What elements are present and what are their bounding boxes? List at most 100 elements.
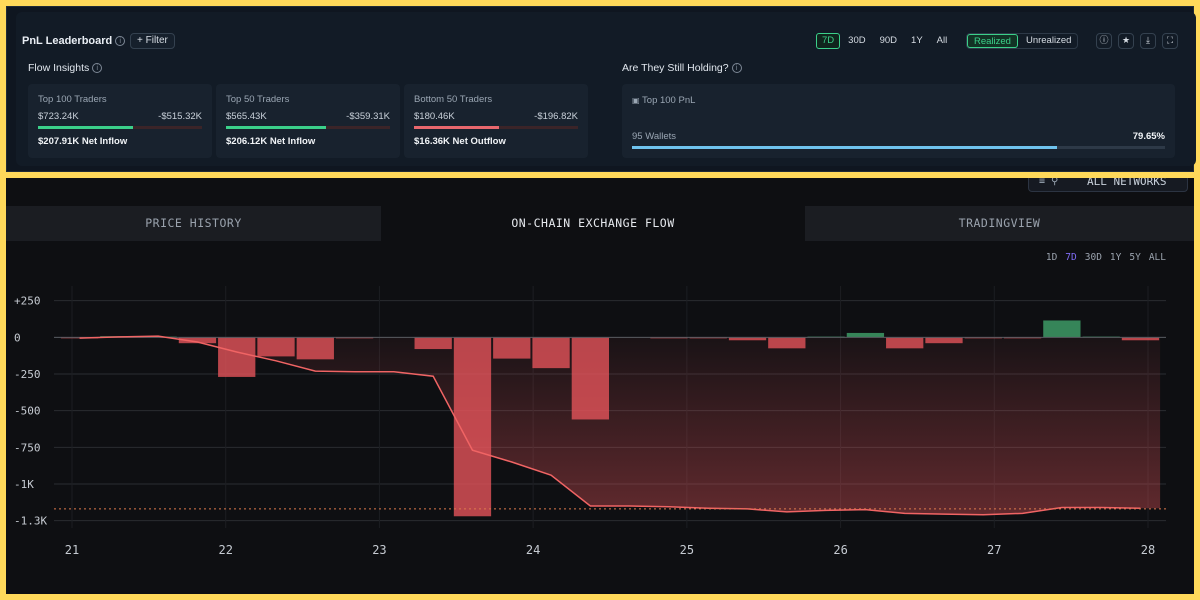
fullscreen-icon[interactable]: ⛶ [1162,33,1178,49]
exchange-flow-panel: ≡ ⚲ ALL NETWORKS PRICE HISTORY ON-CHAIN E… [6,178,1194,594]
filter-icon: ≡ ⚲ [1039,178,1059,187]
flow-bar [925,337,963,344]
x-tick-label: 27 [987,543,1001,557]
trader-card: Top 100 Traders $723.24K -$515.32K $207.91K… [28,84,212,158]
timeframe-button-1y[interactable]: 1Y [1109,252,1122,263]
wallet-icon: ▣ [632,96,640,105]
cumulative-line [79,335,1141,516]
timeframe-button-30d[interactable]: 30D [1084,252,1102,263]
info-icon[interactable]: ⓘ [1096,33,1112,49]
trader-card-bar-fill [414,126,500,129]
star-icon[interactable]: ★ [1118,33,1134,49]
trader-card-bar-fill [226,126,327,129]
flow-bar [886,337,924,349]
download-icon[interactable]: ⤓ [1140,33,1156,49]
mode-button-realized[interactable]: Realized [967,34,1018,48]
trader-card-title: Bottom 50 Traders [414,94,493,105]
holding-card-title-text: Top 100 PnL [642,95,696,106]
trader-card-bar [414,126,578,129]
trader-card-inflow: $565.43K [226,111,267,122]
exchange-flow-chart: +250 0 -250 -500 -750 -1K -1.3K 21 22 23 24 25 26 27 2… [14,286,1166,557]
flow-bar [768,337,806,349]
y-tick-label: 0 [14,331,21,344]
flow-bar [1043,320,1081,338]
tab-price-history[interactable]: PRICE HISTORY [6,206,381,241]
holding-percent: 79.65% [1132,131,1165,142]
flow-bar [1003,337,1042,339]
cumulative-area [59,336,1161,515]
info-icon[interactable]: i [115,36,126,47]
realized-toggle: Realized Unrealized [966,33,1079,49]
trader-card-title: Top 50 Traders [226,94,290,105]
range-button-90d[interactable]: 90D [879,35,898,46]
timeframe-button-1d[interactable]: 1D [1045,252,1058,263]
trader-card-title: Top 100 Traders [38,94,107,105]
x-tick-label: 26 [833,543,847,557]
flow-insights-title: Flow Insights i [28,62,103,74]
holding-progress-bar [632,146,1165,149]
holding-card-title: ▣ Top 100 PnL [632,95,695,106]
trader-card: Bottom 50 Traders $180.46K -$196.82K $16.36… [404,84,588,158]
timeframe-button-all[interactable]: ALL [1148,252,1166,263]
y-tick-label: -1.3K [14,515,47,528]
flow-bar [571,337,609,420]
filter-label: Filter [145,35,168,46]
timeframe-button-5y[interactable]: 5Y [1129,252,1141,263]
trader-card: Top 50 Traders $565.43K -$359.31K $206.12K … [216,84,400,158]
info-icon[interactable]: i [92,63,103,74]
flow-insights-title-text: Flow Insights [28,62,90,74]
trader-card-net: $16.36K Net Outflow [414,136,506,147]
flow-bar [257,337,295,357]
x-tick-label: 25 [680,543,694,557]
flow-bar [493,337,531,359]
trader-card-inflow: $180.46K [414,111,455,122]
timeframe-button-7d[interactable]: 7D [1065,252,1077,263]
range-selector: 7D 30D 90D 1Y All [816,33,953,49]
mode-button-unrealized[interactable]: Unrealized [1025,35,1072,46]
y-tick-label: +250 [14,295,41,308]
x-tick-label: 24 [526,543,540,557]
holding-card: ▣ Top 100 PnL 95 Wallets 79.65% [622,84,1175,158]
pnl-leaderboard-title: PnL Leaderboard i [22,35,126,47]
trader-card-net: $206.12K Net Inflow [226,136,316,147]
range-button-1y[interactable]: 1Y [911,35,923,46]
trader-card-bar [226,126,390,129]
holding-progress-fill [632,146,1057,149]
flow-bar [846,332,885,338]
holding-title: Are They Still Holding? i [622,62,742,74]
flow-bar [728,337,767,341]
flow-bar [414,337,452,350]
y-tick-label: -250 [14,368,41,381]
range-button-7d[interactable]: 7D [816,33,841,49]
range-button-all[interactable]: All [936,35,948,46]
flow-bar [532,337,570,369]
range-button-30d[interactable]: 30D [848,35,866,46]
flow-bar [335,337,374,339]
trader-card-inflow: $723.24K [38,111,79,122]
flow-bar [1121,337,1160,341]
x-tick-label: 22 [218,543,232,557]
y-tick-label: -1K [14,478,34,491]
x-tick-label: 21 [65,543,79,557]
tab-on-chain-exchange-flow[interactable]: ON-CHAIN EXCHANGE FLOW [381,206,805,241]
network-selector[interactable]: ≡ ⚲ ALL NETWORKS [1028,178,1188,192]
x-tick-label: 23 [372,543,386,557]
flow-bar [178,337,217,344]
trader-card-bar-fill [38,126,134,129]
trader-card-net: $207.91K Net Inflow [38,136,128,147]
network-label: ALL NETWORKS [1087,178,1167,188]
x-tick-label: 28 [1141,543,1155,557]
flow-bar [964,337,1002,339]
plus-icon: + [137,35,143,46]
filter-button[interactable]: + Filter [130,33,175,49]
flow-bar [689,337,727,339]
info-icon[interactable]: i [731,63,742,74]
y-tick-label: -500 [14,405,41,418]
tab-bar: PRICE HISTORY ON-CHAIN EXCHANGE FLOW TRADI… [6,206,1194,241]
tab-tradingview[interactable]: TRADINGVIEW [805,206,1194,241]
trader-card-outflow: -$196.82K [534,111,578,122]
trader-card-outflow: -$359.31K [346,111,390,122]
trader-card-bar [38,126,202,129]
flow-bar [296,337,334,360]
holding-title-text: Are They Still Holding? [622,62,729,74]
